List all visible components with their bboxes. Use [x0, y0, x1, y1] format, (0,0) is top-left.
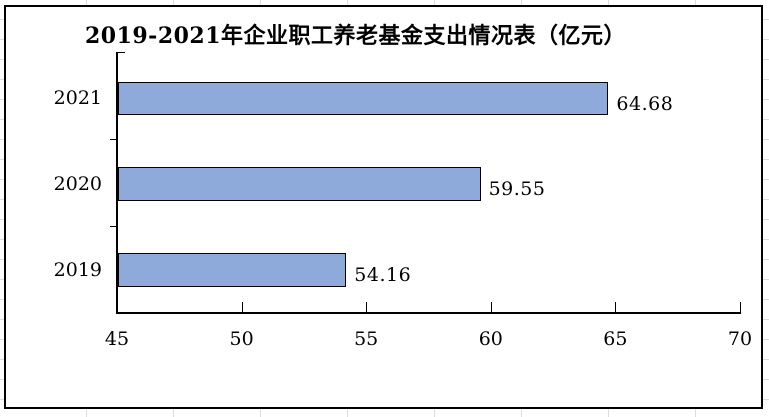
- category-axis-tick: [110, 226, 116, 227]
- x-axis-tick-mark: [490, 302, 492, 312]
- x-axis-tick-label: 70: [727, 328, 753, 350]
- x-axis-tick-label: 60: [478, 328, 503, 350]
- category-axis-tick: [118, 52, 125, 53]
- bar-2020[interactable]: [118, 167, 481, 201]
- x-axis-tick-mark: [117, 302, 118, 312]
- category-label: 2020: [53, 173, 102, 195]
- bar-2019[interactable]: [118, 253, 347, 287]
- data-label: 54.16: [354, 264, 412, 286]
- x-axis-tick-mark: [740, 302, 741, 312]
- value-axis-line: [116, 312, 741, 314]
- category-label: 2019: [53, 259, 102, 281]
- chart-title: 2019-2021年企业职工养老基金支出情况表（亿元）: [84, 23, 627, 49]
- data-label: 59.55: [488, 178, 546, 200]
- x-axis-tick-mark: [615, 302, 617, 312]
- x-axis-tick-mark: [366, 302, 368, 312]
- category-axis-tick: [110, 139, 116, 140]
- chart-object[interactable]: 2019-2021年企业职工养老基金支出情况表（亿元） 45 50 55 60 …: [4, 5, 763, 409]
- x-axis-tick-label: 50: [229, 328, 254, 350]
- x-axis-tick-label: 55: [354, 328, 379, 350]
- data-label: 64.68: [616, 93, 674, 115]
- bar-2021[interactable]: [118, 82, 609, 115]
- category-axis-line: [116, 52, 118, 314]
- x-axis-tick-label: 45: [104, 328, 130, 350]
- x-axis-tick-label: 65: [603, 328, 628, 350]
- category-label: 2021: [53, 87, 102, 109]
- x-axis-tick-mark: [241, 302, 243, 312]
